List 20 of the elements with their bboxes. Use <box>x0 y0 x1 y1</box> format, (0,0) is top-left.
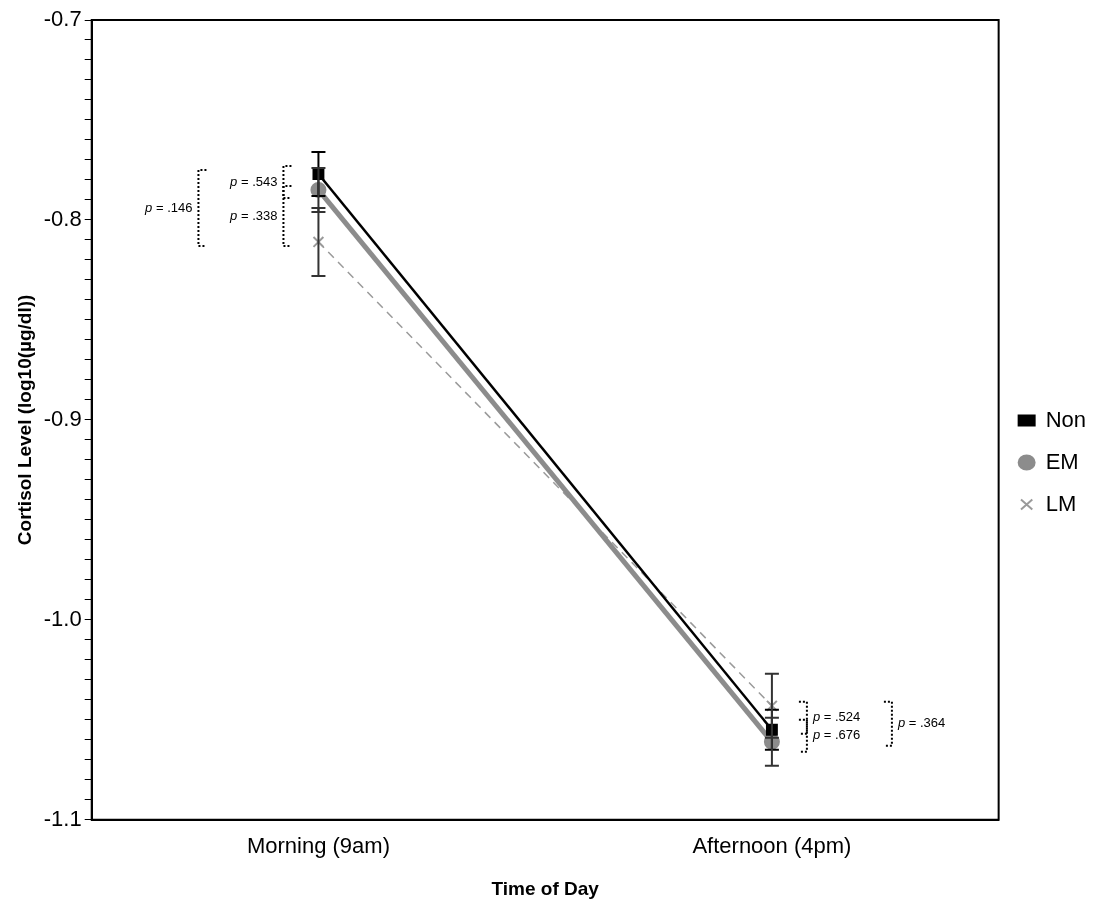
annotation: p = .543 <box>229 173 278 189</box>
point <box>312 236 325 248</box>
annotation: p = .524 <box>811 709 861 725</box>
x-axis-title: Time of Day <box>491 877 600 899</box>
x-tick-label: Afternoon (4pm) <box>692 833 852 859</box>
annotation: p = .146 <box>144 199 193 215</box>
y-axis-title: Cortisol Level (log10(µg/dl)) <box>13 294 35 546</box>
y-tick-label: -0.7 <box>43 6 82 32</box>
legend-label: LM <box>1045 490 1077 516</box>
x-tick-label: Morning (9am) <box>246 833 390 859</box>
point <box>765 699 778 712</box>
legend-label: EM <box>1045 448 1079 474</box>
y-tick-label: -0.9 <box>43 405 82 431</box>
annotation: p = .364 <box>896 715 946 731</box>
y-tick-label: -1.0 <box>43 605 82 631</box>
y-tick-label: -0.8 <box>43 206 82 232</box>
y-tick-label: -1.1 <box>43 805 82 831</box>
annotation: p = .676 <box>811 727 861 743</box>
annotation: p = .338 <box>229 207 278 223</box>
legend-label: Non <box>1045 406 1086 432</box>
